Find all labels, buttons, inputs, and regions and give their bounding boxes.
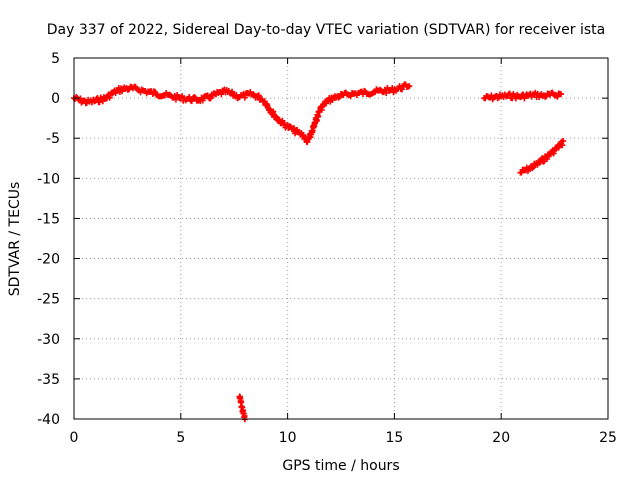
data-point (241, 94, 248, 101)
plot-frame (73, 57, 609, 420)
y-tick-label: -10 (37, 171, 60, 187)
axis-ticks: 0 5 10 15 20 25 5 0 -5 -10 -15 -20 -25 -30 -35 -40 (37, 51, 617, 446)
series-segment-5 (236, 393, 248, 423)
data-point (199, 97, 206, 104)
x-tick-label: 0 (70, 430, 79, 446)
series-segment-1 (71, 83, 310, 145)
data-point (300, 132, 307, 139)
y-tick-label: -5 (46, 131, 60, 147)
data-point (93, 95, 100, 102)
series-segment-2 (303, 81, 413, 146)
y-tick-label: -15 (37, 211, 60, 227)
data-point (96, 99, 103, 106)
data-point (229, 88, 236, 95)
data-point (255, 92, 262, 99)
y-axis-label: SDTVAR / TECUs (7, 182, 23, 297)
series-segment-4 (517, 137, 567, 176)
data-point (544, 155, 551, 162)
data-point (560, 137, 567, 144)
x-axis-label: GPS time / hours (282, 458, 399, 474)
data-point (270, 108, 277, 115)
data-point (559, 142, 566, 149)
data-point (218, 91, 225, 98)
data-point (254, 93, 261, 100)
data-point (558, 91, 565, 98)
x-tick-label: 10 (279, 430, 297, 446)
data-point (550, 150, 557, 157)
y-tick-label: -20 (37, 252, 60, 268)
data-point (280, 120, 287, 127)
series-segment-3 (481, 89, 565, 103)
data-point (106, 94, 113, 101)
data-point (383, 89, 390, 96)
y-tick-label: 5 (51, 51, 60, 67)
data-point (399, 86, 406, 93)
y-tick-label: -40 (37, 412, 60, 428)
x-tick-label: 25 (599, 430, 617, 446)
data-point (99, 98, 106, 105)
data-point (555, 144, 562, 151)
x-tick-label: 5 (176, 430, 185, 446)
y-tick-label: -30 (37, 332, 60, 348)
data-point (291, 125, 298, 132)
y-tick-label: -25 (37, 292, 60, 308)
data-points (71, 81, 567, 423)
data-point (286, 123, 293, 130)
x-tick-label: 20 (492, 430, 510, 446)
data-point (406, 83, 413, 90)
chart-title: Day 337 of 2022, Sidereal Day-to-day VTE… (47, 22, 605, 38)
y-tick-label: 0 (51, 91, 60, 107)
data-point (536, 159, 543, 166)
x-tick-label: 15 (385, 430, 403, 446)
y-tick-label: -35 (37, 372, 60, 388)
